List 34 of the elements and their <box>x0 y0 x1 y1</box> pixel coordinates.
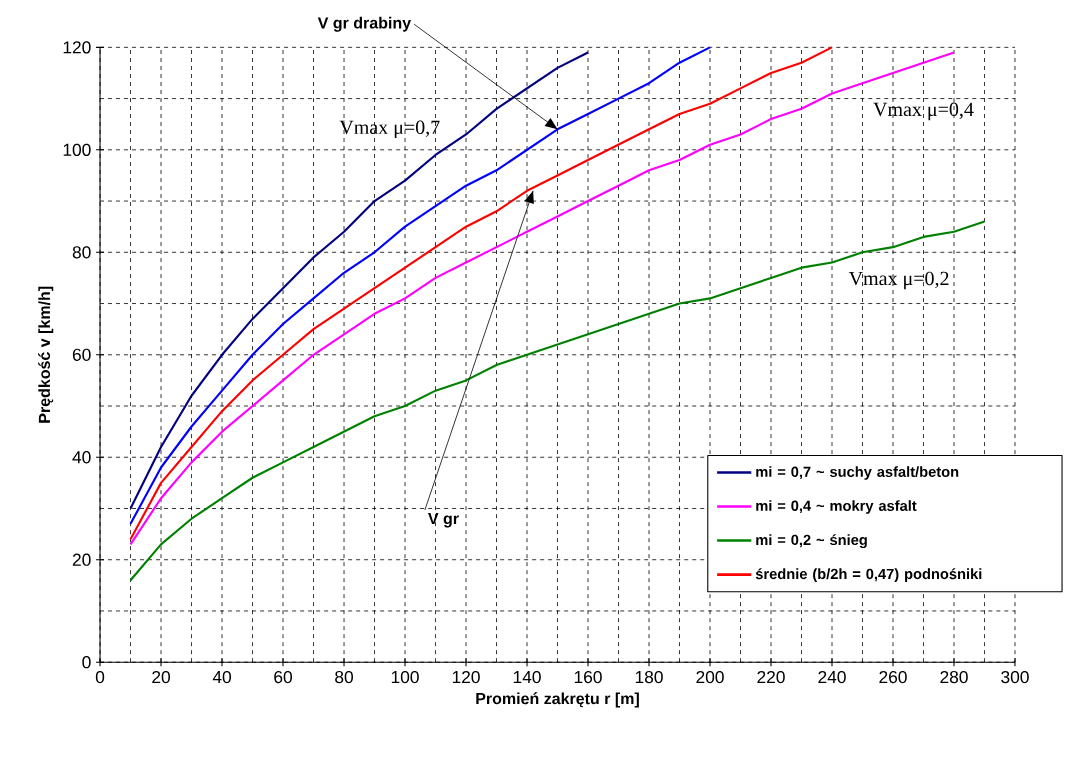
annotation: Vmax μ=0,7 <box>339 120 440 138</box>
legend-label: mi = 0,4 ~ mokry asfalt <box>756 500 917 514</box>
x-tick-label: 200 <box>696 670 724 684</box>
x-tick-label: 80 <box>335 670 353 684</box>
x-tick-label: 0 <box>95 670 105 684</box>
y-tick-label: 60 <box>72 348 91 361</box>
x-tick-label: 260 <box>879 670 907 684</box>
x-tick-label: 220 <box>757 670 785 684</box>
y-tick-label: 80 <box>72 246 91 259</box>
annotation: Vmax μ=0,4 <box>873 102 974 121</box>
x-tick-label: 180 <box>635 670 663 684</box>
legend-label: mi = 0,7 ~ suchy asfalt/beton <box>756 466 959 480</box>
x-tick-label: 140 <box>513 670 541 684</box>
annotation: V gr <box>428 512 459 528</box>
y-tick-label: 0 <box>82 655 91 669</box>
annotation: V gr drabiny <box>317 16 411 32</box>
x-tick-label: 160 <box>574 670 602 684</box>
x-tick-label: 240 <box>818 670 846 684</box>
x-tick-label: 280 <box>940 670 968 684</box>
x-tick-label: 120 <box>452 670 480 684</box>
x-axis-title: Promień zakrętu r [m] <box>476 692 639 708</box>
x-tick-label: 100 <box>391 670 419 684</box>
y-tick-label: 120 <box>63 41 91 54</box>
x-tick-label: 20 <box>152 670 170 684</box>
annotation: Vmax μ=0,2 <box>848 271 949 290</box>
legend-label: średnie (b/2h = 0,47) podnośniki <box>755 568 982 582</box>
legend-label: mi = 0,2 ~ śnieg <box>756 534 867 548</box>
y-tick-label: 100 <box>63 143 91 156</box>
x-tick-label: 300 <box>1001 670 1029 684</box>
x-tick-label: 60 <box>274 670 292 684</box>
y-tick-label: 40 <box>72 451 91 464</box>
x-tick-label: 40 <box>212 670 231 684</box>
y-axis-title: Prędkość v [km/h] <box>38 286 54 423</box>
y-tick-label: 20 <box>72 553 91 566</box>
